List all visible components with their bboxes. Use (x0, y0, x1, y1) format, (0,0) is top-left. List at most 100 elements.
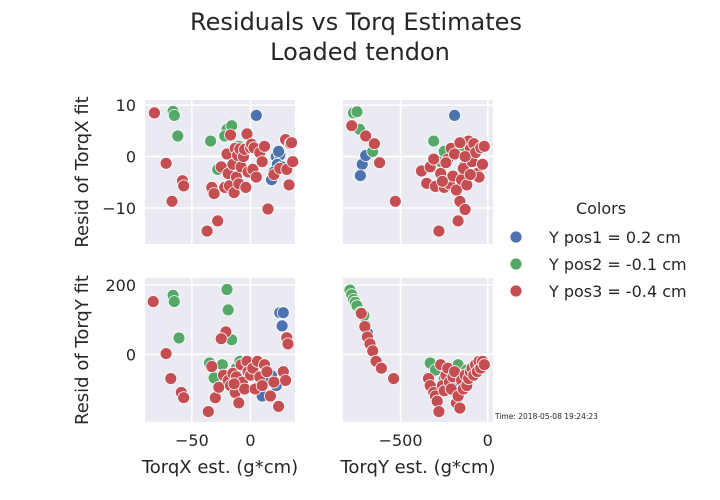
point (267, 375, 281, 389)
point (263, 389, 277, 403)
point (146, 295, 160, 309)
series-y-pos3-0-4-cm (146, 295, 295, 419)
y-tick-label: 0 (126, 345, 136, 364)
panel-grid: −10 0 10 Resid of TorqX fit 0 200 Resid of Tor… (72, 96, 496, 478)
y-axis-label: Resid of TorqY fit (72, 275, 93, 425)
point (177, 179, 191, 193)
point (373, 156, 387, 170)
point (147, 106, 161, 120)
point (211, 214, 225, 228)
point (204, 134, 218, 148)
point (286, 155, 300, 169)
legend-item-y-pos2-0-1-cm: Y pos2 = -0.1 cm (509, 255, 687, 274)
figure-title-line2: Loaded tendon (270, 38, 450, 66)
point (272, 399, 286, 413)
point (453, 401, 467, 415)
panel-bottom-left: 0 200 Resid of TorqY fit −50 0 TorqX est. (g*… (72, 275, 298, 478)
series-y-pos3-0-4-cm (147, 106, 300, 238)
point (214, 332, 228, 346)
point (200, 224, 214, 238)
point (177, 391, 191, 405)
x-tick-label: −500 (379, 431, 423, 450)
timestamp: Time: 2018-05-08 19:24:23 (494, 412, 598, 421)
point (359, 129, 373, 143)
panel-top-left: −10 0 10 Resid of TorqX fit (72, 96, 300, 248)
point (165, 194, 179, 208)
legend-label: Y pos3 = -0.4 cm (548, 282, 687, 301)
point (387, 372, 401, 386)
legend-label: Y pos1 = 0.2 cm (548, 228, 681, 247)
point (477, 358, 491, 372)
point (374, 361, 388, 375)
point (255, 155, 269, 169)
point (221, 303, 235, 317)
point (350, 105, 364, 119)
point (232, 396, 246, 410)
x-tick-label: −50 (175, 431, 209, 450)
point (432, 224, 446, 238)
point (275, 319, 289, 333)
point (435, 174, 449, 188)
point (353, 169, 367, 183)
y-tick-label: 10 (116, 96, 136, 115)
point (439, 156, 453, 170)
point (285, 136, 298, 150)
point (205, 360, 219, 373)
point (354, 306, 368, 320)
legend-marker (509, 257, 523, 271)
point (430, 394, 444, 408)
point (207, 187, 221, 201)
point (249, 170, 263, 184)
point (358, 320, 372, 334)
point (159, 347, 173, 361)
point (220, 283, 234, 296)
legend: Colors Y pos1 = 0.2 cmY pos2 = -0.1 cmY … (509, 199, 687, 301)
point (227, 377, 241, 391)
y-axis-label: Resid of TorqX fit (72, 96, 93, 247)
point (427, 134, 441, 148)
point (215, 358, 229, 372)
point (261, 202, 275, 216)
legend-items: Y pos1 = 0.2 cm Y pos2 = -0.1 cm Y pos3 = … (509, 228, 687, 301)
point (282, 178, 296, 192)
point (167, 109, 181, 122)
point (458, 203, 472, 216)
x-axis-label: TorqY est. (g*cm) (339, 457, 495, 478)
series-y-pos3-0-4-cm (345, 119, 491, 238)
point (201, 405, 215, 419)
point (458, 150, 472, 164)
point (453, 136, 467, 150)
panel-top-right (343, 100, 493, 244)
point (451, 214, 465, 228)
point (260, 365, 274, 379)
legend-label: Y pos2 = -0.1 cm (548, 255, 687, 274)
y-tick-label: −10 (102, 199, 136, 218)
legend-marker (509, 284, 523, 298)
point (164, 372, 178, 386)
point (345, 119, 359, 133)
point (159, 156, 173, 170)
series-y-pos3-0-4-cm (354, 306, 491, 419)
point (167, 295, 181, 309)
plot-area (343, 278, 493, 422)
point (224, 128, 237, 142)
y-tick-label: 0 (126, 148, 136, 167)
point (463, 168, 477, 182)
x-axis-label: TorqX est. (g*cm) (141, 457, 298, 478)
legend-marker (509, 230, 523, 244)
x-tick-label: 0 (483, 431, 493, 450)
y-tick-label: 200 (105, 276, 136, 295)
legend-title: Colors (576, 199, 626, 218)
point (249, 109, 263, 122)
legend-item-y-pos1-0-2-cm: Y pos1 = 0.2 cm (509, 228, 681, 247)
point (255, 379, 269, 393)
point (239, 180, 253, 194)
point (272, 144, 286, 158)
panel-bottom-right: −500 0 TorqY est. (g*cm) (339, 278, 496, 478)
point (388, 194, 402, 208)
figure-title-line1: Residuals vs Torq Estimates (190, 8, 522, 36)
point (427, 152, 441, 166)
point (258, 139, 271, 153)
point (276, 306, 290, 320)
point (171, 129, 185, 143)
